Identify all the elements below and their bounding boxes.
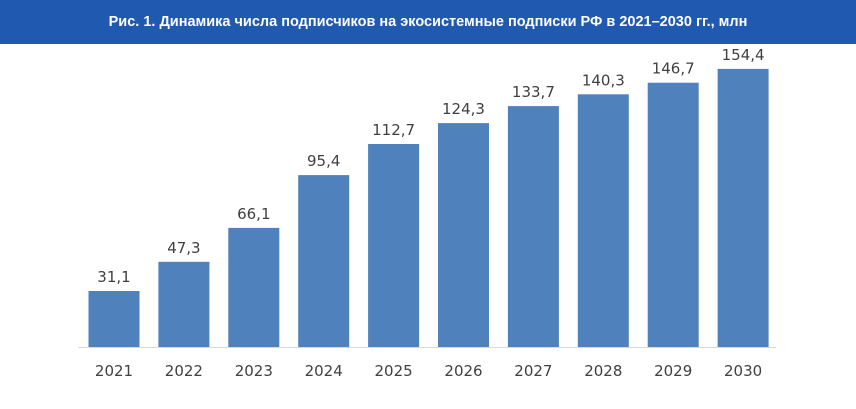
bar-2022 xyxy=(158,261,210,347)
x-tick-label-2021: 2021 xyxy=(95,362,133,380)
data-label-2028: 140,3 xyxy=(582,71,625,89)
x-tick-label-2025: 2025 xyxy=(375,362,413,380)
data-label-2025: 112,7 xyxy=(372,121,415,139)
x-tick-label-2022: 2022 xyxy=(165,362,203,380)
bar-2025 xyxy=(368,144,420,347)
data-label-2029: 146,7 xyxy=(652,60,695,78)
bar-2024 xyxy=(298,175,350,347)
bar-2030 xyxy=(717,68,769,348)
x-tick-label-2023: 2023 xyxy=(235,362,273,380)
bar-2021 xyxy=(88,291,140,347)
x-tick-label-2029: 2029 xyxy=(654,362,692,380)
bar-2027 xyxy=(507,106,559,347)
data-label-2026: 124,3 xyxy=(442,100,485,118)
bar-2023 xyxy=(228,227,280,347)
bar-2026 xyxy=(438,123,489,347)
data-label-2021: 31,1 xyxy=(97,268,130,286)
bar-2028 xyxy=(577,94,629,347)
data-label-2023: 66,1 xyxy=(237,205,270,223)
chart-header: Рис. 1. Динамика числа подписчиков на эк… xyxy=(0,0,856,44)
chart-title: Рис. 1. Динамика числа подписчиков на эк… xyxy=(108,14,748,30)
x-tick-label-2027: 2027 xyxy=(514,362,552,380)
x-tick-label-2030: 2030 xyxy=(724,362,762,380)
data-label-2024: 95,4 xyxy=(307,152,340,170)
data-label-2030: 154,4 xyxy=(722,46,765,64)
x-tick-label-2024: 2024 xyxy=(305,362,343,380)
data-label-2022: 47,3 xyxy=(167,239,200,257)
data-label-2027: 133,7 xyxy=(512,83,555,101)
x-tick-label-2026: 2026 xyxy=(444,362,482,380)
chart-area: 31,1 2021 47,3 2022 66,1 2023 95,4 2024 112,7 202… xyxy=(0,44,856,409)
bar-chart: 31,1 2021 47,3 2022 66,1 2023 95,4 2024 112,7 202… xyxy=(78,46,776,380)
x-tick-label-2028: 2028 xyxy=(584,362,622,380)
bar-2029 xyxy=(647,82,699,347)
